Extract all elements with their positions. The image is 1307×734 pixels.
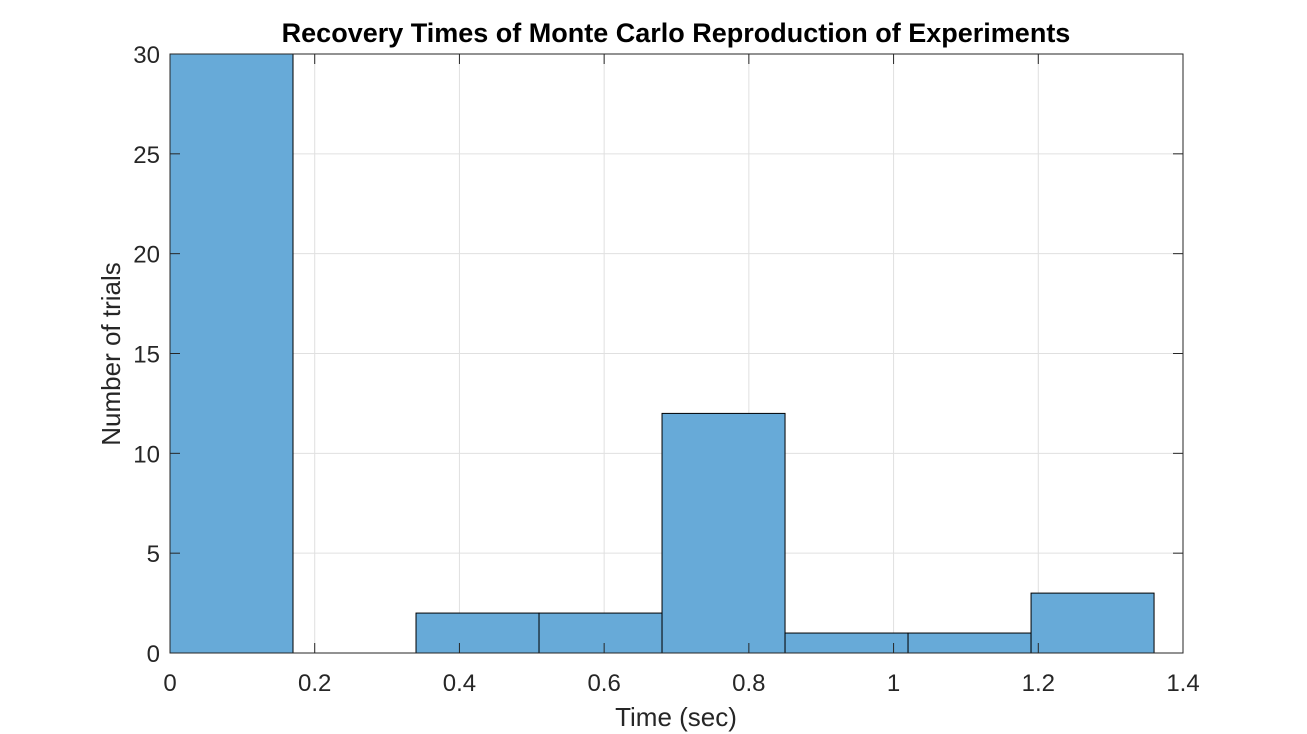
y-tick-label: 25 — [133, 142, 160, 169]
x-tick-labels: 0 0.2 0.4 0.6 0.8 1 1.2 1.4 — [163, 670, 1199, 697]
x-tick-label: 0.8 — [732, 670, 765, 697]
y-tick-label: 10 — [133, 441, 160, 468]
y-tick-label: 30 — [133, 42, 160, 69]
y-tick-labels: 0 5 10 15 20 25 30 — [133, 42, 160, 668]
y-tick-label: 20 — [133, 242, 160, 269]
x-axis-label: Time (sec) — [615, 702, 737, 732]
chart-title: Recovery Times of Monte Carlo Reproducti… — [282, 18, 1071, 48]
x-tick-label: 0.6 — [587, 670, 620, 697]
x-tick-label: 1 — [887, 670, 900, 697]
histogram-bar — [538, 612, 663, 654]
x-tick-label: 1.2 — [1022, 670, 1055, 697]
grid-lines — [169, 53, 1184, 654]
y-tick-label: 0 — [147, 641, 160, 668]
x-tick-label: 0.4 — [443, 670, 476, 697]
x-tick-label: 0.2 — [298, 670, 331, 697]
y-axis-label: Number of trials — [96, 262, 126, 446]
x-tick-label: 0 — [163, 670, 176, 697]
histogram-bar — [784, 632, 909, 654]
x-tick-label: 1.4 — [1166, 670, 1199, 697]
y-tick-label: 5 — [147, 541, 160, 568]
histogram-bar — [1030, 592, 1155, 654]
tick-marks — [169, 53, 1184, 654]
bars — [169, 53, 1155, 654]
y-tick-label: 15 — [133, 342, 160, 369]
histogram-bar — [907, 632, 1032, 654]
histogram-bar — [169, 53, 294, 654]
histogram-bar — [661, 412, 786, 654]
histogram-bar — [415, 612, 540, 654]
